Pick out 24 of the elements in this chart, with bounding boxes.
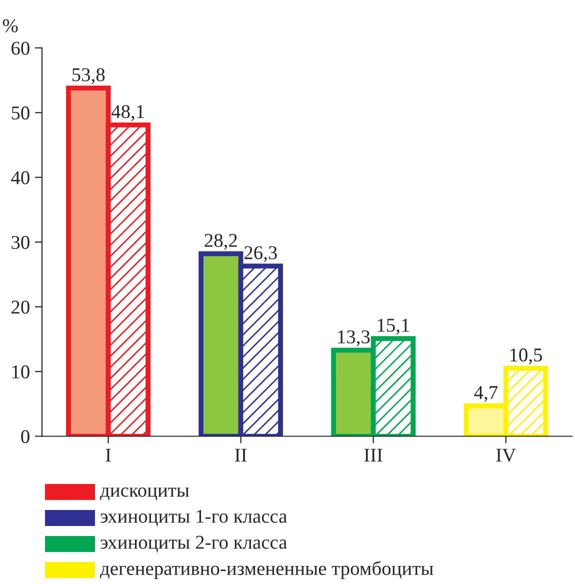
y-tick-label: 20 — [12, 300, 30, 314]
x-tick-label: I — [106, 448, 111, 462]
y-tick-label: 30 — [12, 236, 30, 250]
y-tick-label: 0 — [21, 430, 30, 444]
text: эхиноциты 1-го класса — [100, 510, 287, 526]
text: дискоциты — [100, 488, 190, 500]
x-tick-label: IV — [496, 448, 516, 462]
y-tick-label: 40 — [11, 171, 30, 184]
data-label: 13,3 — [338, 330, 370, 346]
y-tick-label: 50 — [12, 106, 30, 120]
x-tick-label: III — [364, 448, 382, 462]
data-label: 4,7 — [474, 386, 498, 402]
text: дегенеративно-измененные тромбоциты — [100, 560, 434, 580]
data-label: 10,5 — [510, 348, 542, 364]
data-label: 26,3 — [244, 246, 277, 262]
data-label: 48,1 — [111, 105, 144, 121]
data-label: 28,2 — [204, 234, 237, 250]
text: эхиноциты 2-го класса — [100, 536, 287, 552]
y-tick-label: 10 — [12, 365, 30, 378]
x-tick-label: II — [235, 448, 247, 462]
data-label: 15,1 — [378, 318, 410, 335]
y-axis-title: % — [2, 19, 18, 32]
y-tick-label: 60 — [12, 42, 30, 55]
data-label: 53,8 — [72, 68, 105, 84]
